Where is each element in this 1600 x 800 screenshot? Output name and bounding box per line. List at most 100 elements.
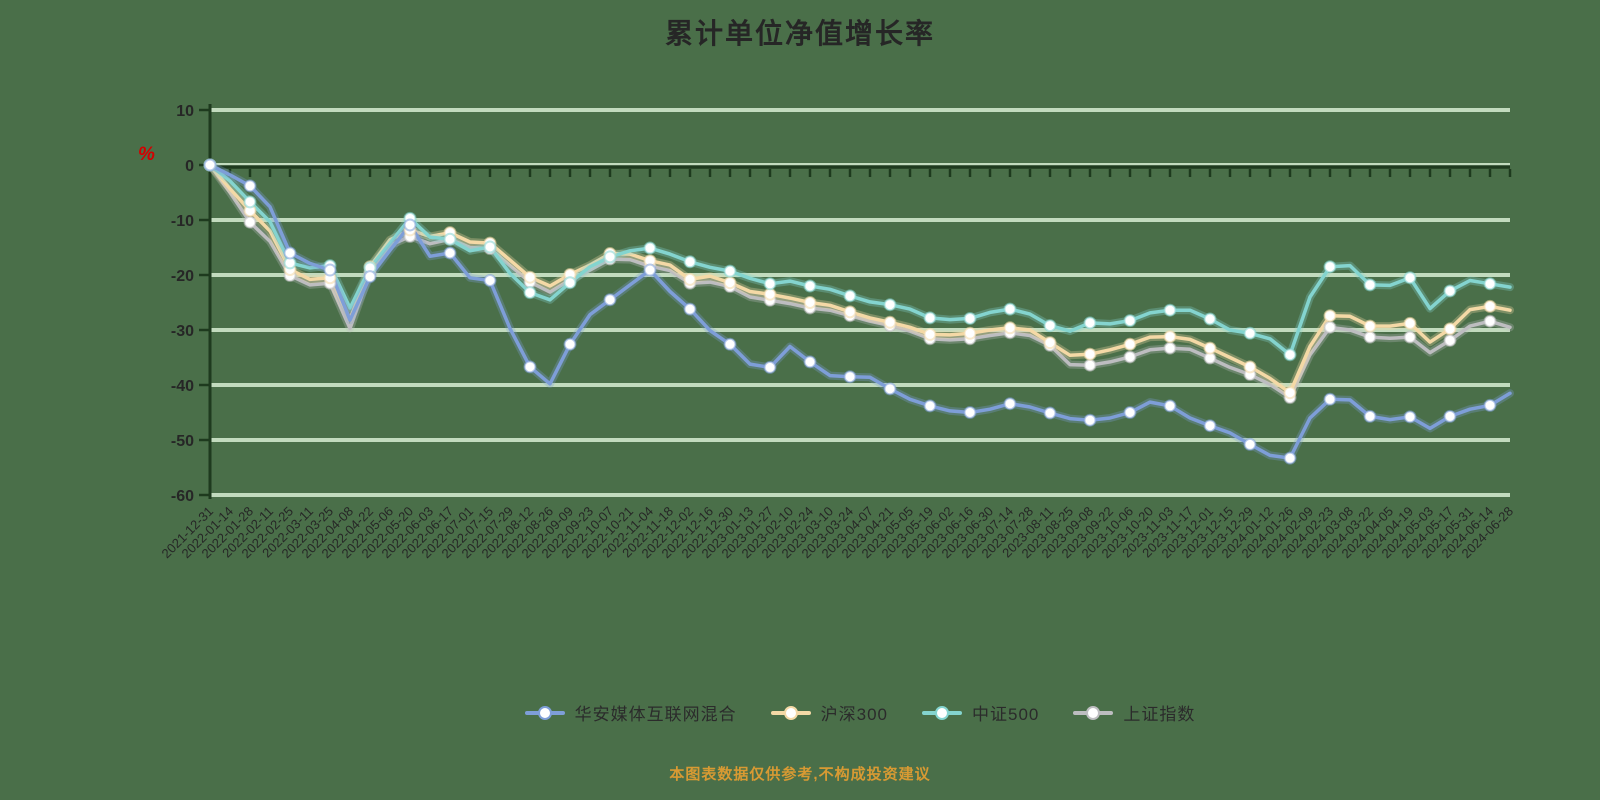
data-point-marker [603, 293, 617, 307]
legend-line-marker-icon [922, 705, 962, 721]
series-line-华安媒体互联网混合 [208, 163, 1512, 460]
data-point-marker [683, 272, 697, 286]
legend-line-marker-icon [524, 705, 565, 721]
legend-item-szzs[interactable]: 上证指数 [1073, 700, 1195, 725]
data-point-marker [283, 246, 297, 260]
series-underlay-上证指数 [206, 161, 1514, 402]
legend-line-marker-icon [1073, 705, 1114, 721]
data-point-marker [1083, 347, 1097, 361]
legend-item-zz500[interactable]: 中证500 [922, 700, 1039, 725]
data-point-marker [1043, 319, 1057, 333]
data-point-marker [1323, 260, 1337, 274]
footer-disclaimer: 本图表数据仅供参考,不构成投资建议 [669, 766, 931, 783]
data-point-marker [563, 337, 577, 351]
data-point-marker [723, 337, 737, 351]
data-point-marker [1083, 358, 1097, 372]
series-underlay-中证500 [206, 161, 1514, 359]
series-line-中证500 [208, 163, 1512, 357]
y-axis-tick-label: -40 [171, 378, 194, 395]
data-point-marker [963, 326, 977, 340]
legend-item-fund[interactable]: 华安媒体互联网混合 [524, 700, 737, 725]
data-point-marker [483, 274, 497, 287]
data-point-marker [243, 195, 257, 209]
data-point-marker [1403, 316, 1417, 330]
legend-label: 沪深300 [820, 705, 888, 724]
data-point-marker [683, 302, 697, 316]
data-point-marker [1283, 348, 1297, 362]
data-point-marker [1443, 322, 1457, 336]
y-axis-tick-label: -10 [171, 213, 194, 230]
data-point-marker [1403, 271, 1417, 285]
data-point-marker [803, 279, 817, 293]
data-point-marker [1003, 397, 1017, 411]
y-axis-tick-label: 0 [185, 158, 194, 175]
data-point-marker [203, 158, 217, 172]
data-point-marker [883, 298, 897, 312]
data-point-marker [1123, 350, 1137, 364]
data-point-marker [563, 276, 577, 290]
data-point-marker [883, 382, 897, 396]
data-point-marker [1363, 409, 1377, 423]
data-point-marker [523, 360, 537, 374]
data-point-marker [843, 305, 857, 319]
data-point-marker [1043, 336, 1057, 350]
chart-legend: 华安媒体互联网混合 沪深300 中证500 上证指数 [0, 700, 1600, 725]
data-point-marker [1403, 330, 1417, 344]
data-point-marker [1443, 409, 1457, 423]
data-point-marker [363, 270, 377, 284]
data-point-marker [1403, 410, 1417, 424]
series-line-沪深300 [208, 163, 1512, 395]
chart-title: 累计单位净值增长率 [664, 18, 935, 49]
data-point-marker [1363, 278, 1377, 292]
legend-label: 中证500 [972, 705, 1040, 724]
data-point-marker [1243, 326, 1257, 340]
line-chart-canvas[interactable]: 100-10-20-30-40-50-602021-12-312022-01-1… [0, 0, 1600, 680]
data-point-marker [483, 240, 497, 254]
data-point-marker [1483, 277, 1497, 291]
data-point-marker [243, 215, 257, 229]
data-point-marker [803, 355, 817, 369]
data-point-marker [1323, 392, 1337, 406]
data-point-marker [923, 399, 937, 413]
data-point-marker [1203, 341, 1217, 355]
data-point-marker [1043, 406, 1057, 420]
series-underlay-沪深300 [206, 161, 1514, 397]
data-point-marker [723, 276, 737, 290]
data-point-marker [683, 255, 697, 269]
data-point-marker [1083, 413, 1097, 427]
data-point-marker [403, 218, 417, 232]
data-point-marker [1163, 330, 1177, 344]
data-point-marker [1443, 333, 1457, 347]
data-point-marker [1203, 419, 1217, 433]
data-point-marker [1123, 406, 1137, 419]
data-point-marker [323, 263, 337, 277]
y-axis-tick-label: -50 [171, 433, 194, 450]
legend-label: 华安媒体互联网混合 [574, 705, 737, 724]
y-axis-tick-label: 10 [176, 103, 194, 120]
data-point-marker [1283, 386, 1297, 400]
data-point-marker [1243, 437, 1257, 451]
y-axis-tick-label: -30 [171, 323, 194, 340]
data-point-marker [1283, 451, 1297, 465]
data-point-marker [1163, 303, 1177, 317]
data-point-marker [803, 296, 817, 309]
data-point-marker [643, 263, 657, 277]
data-point-marker [963, 406, 977, 419]
data-point-marker [1483, 398, 1497, 412]
data-point-marker [1323, 309, 1337, 323]
data-point-marker [963, 311, 977, 325]
data-point-marker [1123, 337, 1137, 351]
data-point-marker [843, 289, 857, 303]
data-point-marker [723, 264, 737, 278]
data-point-marker [1003, 321, 1017, 335]
data-point-marker [923, 311, 937, 325]
data-point-marker [1003, 302, 1017, 316]
data-point-marker [1323, 320, 1337, 334]
data-point-marker [1163, 399, 1177, 413]
data-point-marker [883, 315, 897, 329]
data-point-marker [923, 327, 937, 341]
data-point-marker [763, 287, 777, 301]
data-point-marker [243, 179, 257, 193]
legend-item-hs300[interactable]: 沪深300 [770, 700, 888, 725]
